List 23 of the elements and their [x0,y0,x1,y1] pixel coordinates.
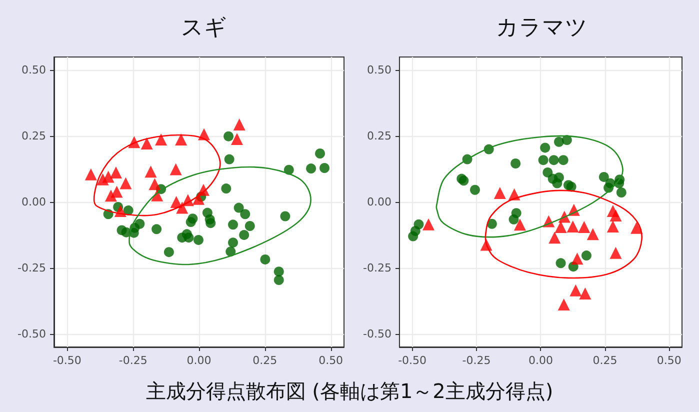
x-tick-label: -0.50 [52,354,82,367]
x-tick-label: 0.25 [592,354,618,367]
x-tick-label: 0.50 [318,354,344,367]
chart-title: カラマツ [496,16,588,40]
x-tick-label: 0.00 [186,354,212,367]
y-tick-label: -0.25 [18,261,46,274]
x-tick-label: 0.00 [528,354,553,367]
chart-title: スギ [181,16,227,40]
y-tick-label: -0.50 [18,327,46,340]
x-tick-label: -0.50 [398,354,427,367]
y-tick-label: 0.00 [366,196,392,208]
y-tick-label: 0.00 [22,196,46,208]
y-tick-label: 0.25 [22,130,46,143]
x-tick-label: 0.50 [656,354,682,367]
y-tick-label: 0.50 [22,64,46,77]
y-tick-label: 0.50 [366,64,392,77]
x-tick-label: -0.25 [118,354,148,367]
y-tick-label: -0.50 [362,327,392,340]
y-tick-label: -0.25 [362,261,392,274]
y-tick-label: 0.25 [366,130,392,143]
text: 主成分得点散布図 (各軸は第1～2主成分得点) [144,378,554,405]
x-tick-label: 0.25 [252,354,278,367]
x-tick-label: -0.25 [462,354,491,367]
